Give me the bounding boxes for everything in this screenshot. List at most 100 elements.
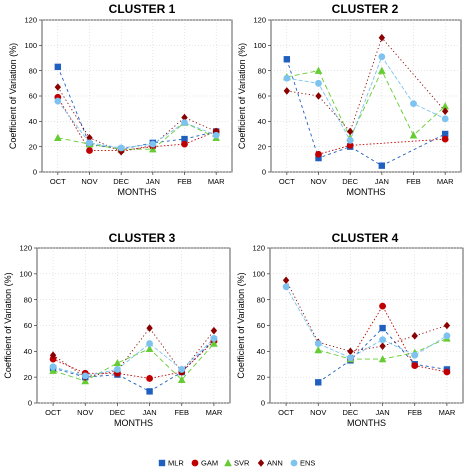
legend-label-svr: SVR: [234, 459, 250, 468]
point-svr: [314, 66, 323, 74]
point-gam: [443, 368, 451, 376]
panel-1: CLUSTER 1 0 20 40 60 80 100 120 OCT NOV DEC JAN FEB M…: [8, 2, 233, 197]
point-ens: [146, 340, 153, 347]
point-ann: [379, 342, 386, 350]
series-line-gam: [350, 305, 448, 373]
point-svr: [49, 366, 57, 374]
legend-marker-mlr: [158, 459, 166, 467]
point-mlr: [315, 154, 322, 162]
legend-label-mlr: MLR: [168, 459, 184, 468]
point-svr: [177, 375, 186, 383]
legend-marker-svr: [224, 459, 232, 467]
point-svr: [54, 133, 62, 141]
point-ens: [379, 336, 386, 344]
x-tick-label: DEC: [342, 408, 358, 417]
panel-3: CLUSTER 3 0 20 40 60 80 100 120 OCT NOV DEC JAN FEB M…: [3, 231, 231, 428]
point-ens: [210, 335, 218, 342]
point-ens: [54, 97, 62, 105]
y-tick-label: 100: [252, 270, 265, 279]
x-tick-label: MAR: [439, 408, 456, 417]
x-tick-label: NOV: [81, 177, 97, 186]
point-mlr: [283, 56, 291, 63]
point-ens: [315, 79, 322, 87]
y-tick-label: 0: [261, 399, 265, 408]
point-ens: [314, 340, 322, 347]
series-line-ann: [285, 280, 448, 352]
y-tick-label: 120: [24, 16, 37, 25]
point-ann: [181, 113, 188, 122]
point-gam: [441, 135, 449, 143]
x-tick-label: FEB: [406, 177, 421, 186]
point-ann: [54, 83, 62, 91]
x-tick-label: JAN: [375, 408, 389, 417]
point-ens: [178, 366, 186, 373]
series-line-gam: [57, 97, 217, 151]
point-mlr: [378, 162, 386, 169]
x-tick-label: MAR: [437, 177, 454, 186]
x-tick-label: NOV: [310, 408, 326, 417]
y-tick-label: 60: [257, 321, 265, 330]
x-tick-label: DEC: [342, 177, 358, 186]
point-ann: [283, 87, 291, 95]
y-axis-label: Coefficient of Variation (%): [3, 272, 13, 378]
point-ann: [146, 324, 153, 332]
y-tick-label: 20: [29, 142, 37, 151]
point-ens: [378, 53, 386, 61]
y-tick-label: 20: [24, 373, 32, 382]
legend-marker-ann: [257, 459, 265, 467]
point-mlr: [379, 324, 386, 332]
panel-2: CLUSTER 2 0 20 40 60 80 100 120 OCT NOV DEC JAN FEB M…: [237, 2, 462, 197]
y-tick-label: 80: [29, 66, 37, 75]
x-tick-label: JAN: [375, 177, 389, 186]
point-ens: [346, 136, 354, 144]
y-tick-label: 20: [257, 373, 265, 382]
point-ann: [49, 351, 57, 360]
y-tick-label: 120: [253, 16, 266, 25]
point-ens: [283, 74, 291, 82]
point-ann: [282, 276, 290, 285]
x-tick-label: FEB: [407, 408, 422, 417]
point-svr: [314, 346, 323, 354]
x-tick-label: FEB: [174, 408, 189, 417]
point-ann: [346, 127, 354, 136]
series-line-ann: [57, 86, 217, 153]
y-tick-label: 120: [252, 244, 265, 253]
point-gam: [411, 362, 419, 369]
legend-label-ens: ENS: [300, 459, 315, 468]
plot-area: [41, 19, 233, 173]
point-gam: [181, 140, 188, 148]
point-svr: [113, 358, 122, 367]
panel-title: CLUSTER 2: [332, 2, 399, 16]
y-tick-label: 60: [258, 92, 266, 101]
y-tick-label: 20: [258, 142, 266, 151]
point-gam: [86, 147, 93, 154]
y-tick-label: 60: [29, 92, 37, 101]
point-gam: [346, 142, 354, 149]
point-ens: [149, 140, 157, 148]
y-tick-label: 120: [19, 244, 32, 253]
x-tick-label: NOV: [77, 408, 93, 417]
y-tick-label: 100: [19, 270, 32, 279]
point-mlr: [315, 379, 322, 386]
x-tick-label: JAN: [142, 408, 156, 417]
x-axis-label: MONTHS: [347, 418, 386, 428]
point-gam: [315, 150, 322, 158]
y-tick-label: 80: [257, 295, 265, 304]
y-tick-label: 60: [24, 321, 32, 330]
series-line-svr: [57, 122, 217, 150]
x-tick-label: JAN: [146, 177, 160, 186]
legend: MLR GAM SVR ANN ENS: [158, 459, 315, 468]
panel-title: CLUSTER 4: [332, 231, 399, 245]
series-line-ens: [52, 338, 215, 377]
y-tick-label: 100: [24, 41, 37, 50]
series-line-ens: [285, 286, 448, 359]
series-line-gam: [52, 340, 215, 379]
y-tick-label: 0: [33, 168, 37, 177]
x-axis-label: MONTHS: [118, 187, 157, 197]
point-ens: [81, 372, 89, 380]
panel-4: CLUSTER 4 0 20 40 60 80 100 120 OCT NOV DEC JAN FEB M…: [236, 231, 464, 428]
legend-marker-ens: [290, 459, 298, 467]
point-mlr: [181, 135, 188, 143]
x-tick-label: OCT: [278, 408, 294, 417]
